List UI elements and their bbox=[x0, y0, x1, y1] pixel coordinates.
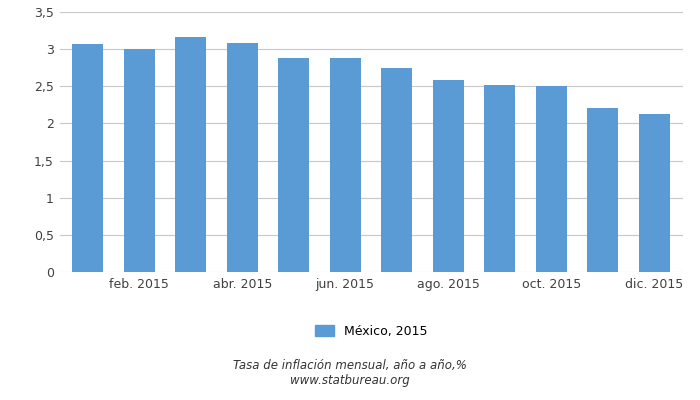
Bar bbox=[587, 108, 618, 272]
Bar bbox=[382, 68, 412, 272]
Bar bbox=[124, 49, 155, 272]
Bar bbox=[227, 43, 258, 272]
Bar bbox=[72, 44, 104, 272]
Bar bbox=[279, 58, 309, 272]
Legend: México, 2015: México, 2015 bbox=[315, 325, 427, 338]
Text: Tasa de inflación mensual, año a año,%: Tasa de inflación mensual, año a año,% bbox=[233, 360, 467, 372]
Bar bbox=[638, 114, 670, 272]
Bar bbox=[433, 80, 463, 272]
Bar bbox=[484, 85, 515, 272]
Bar bbox=[175, 36, 206, 272]
Bar bbox=[330, 58, 360, 272]
Text: www.statbureau.org: www.statbureau.org bbox=[290, 374, 410, 387]
Bar bbox=[536, 86, 567, 272]
